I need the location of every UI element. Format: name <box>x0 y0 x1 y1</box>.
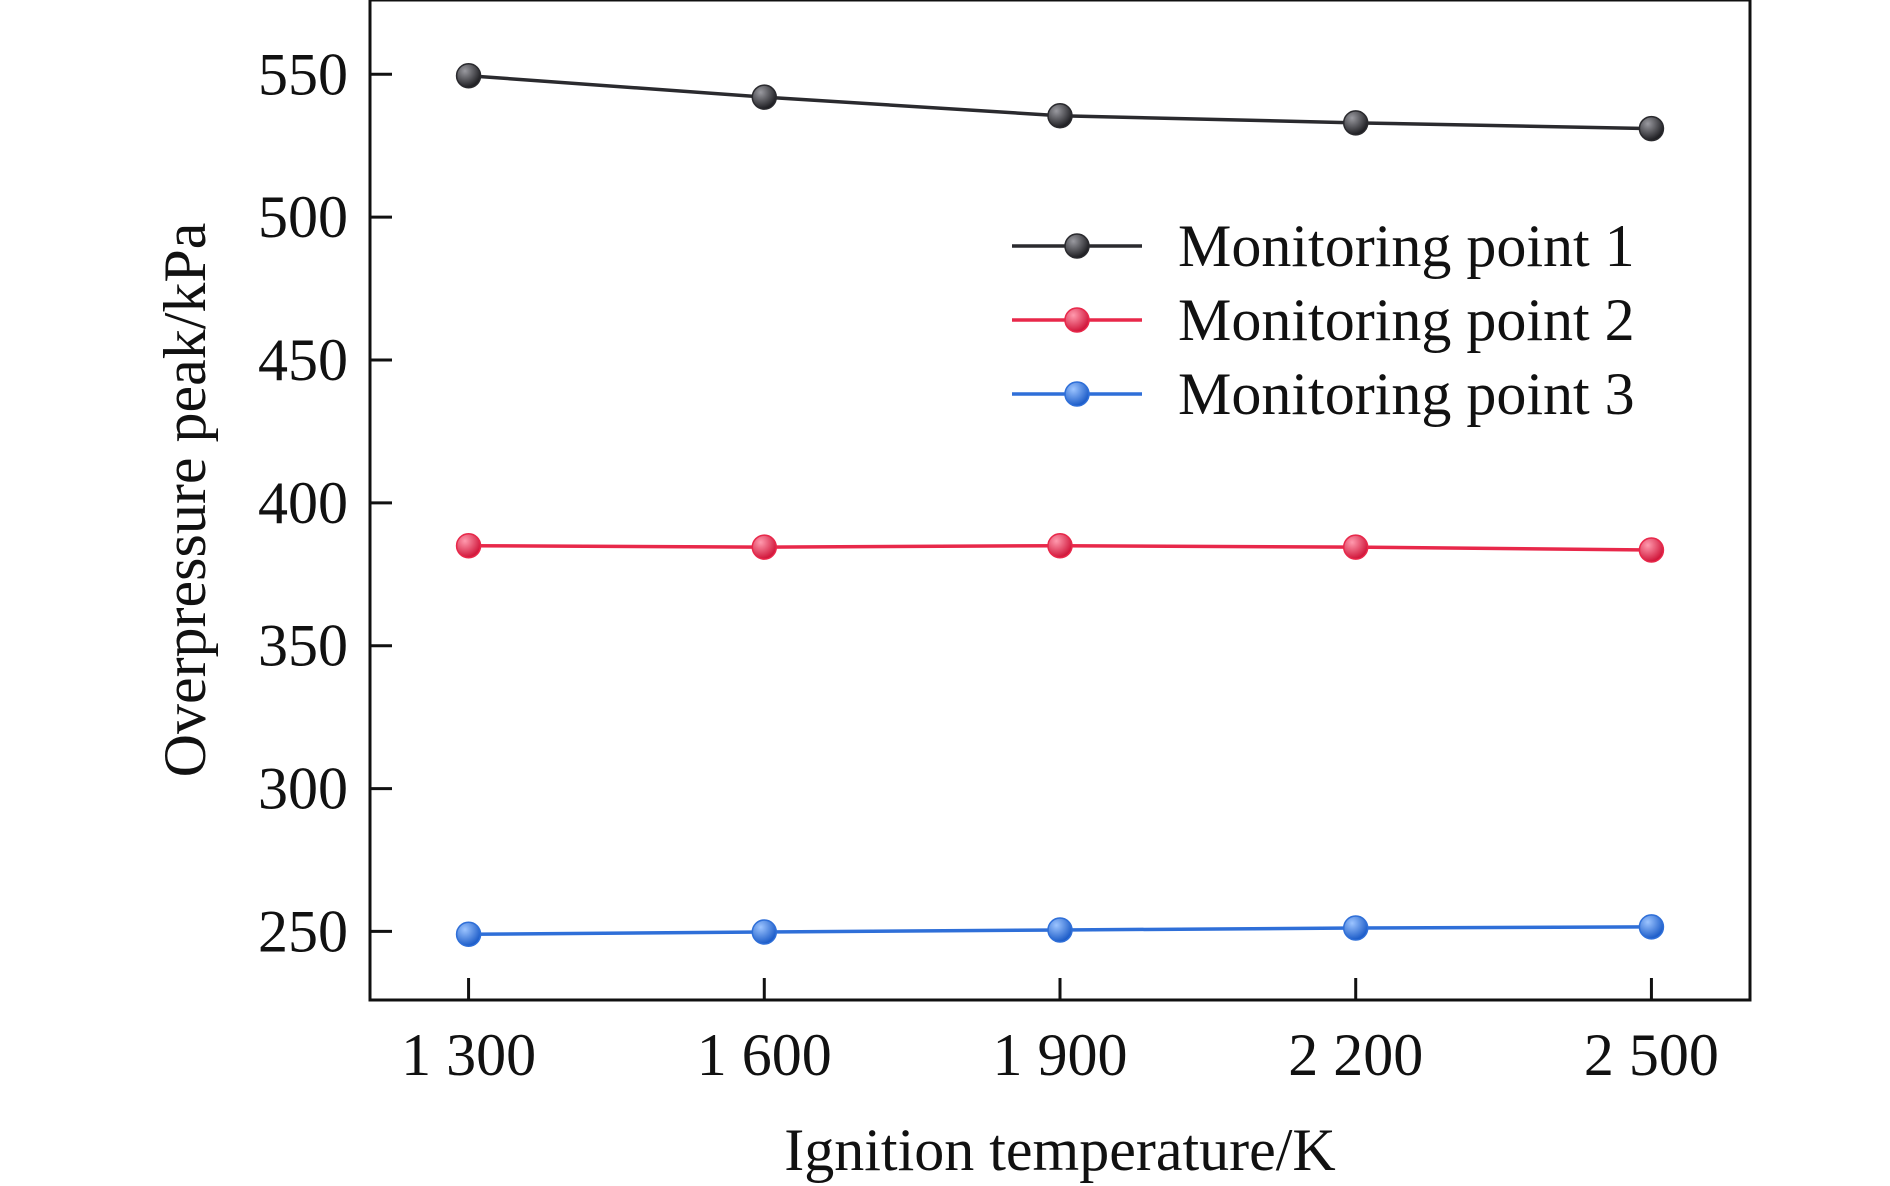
series-1 <box>455 62 1665 142</box>
data-point <box>1342 915 1369 941</box>
data-point <box>1342 534 1369 560</box>
data-point <box>1047 917 1073 943</box>
x-tick-label: 1 300 <box>401 1022 536 1088</box>
y-tick-label: 450 <box>258 327 348 393</box>
series-2 <box>455 532 1665 563</box>
x-tick-label: 1 600 <box>697 1022 832 1088</box>
data-point <box>1638 537 1665 563</box>
legend-label: Monitoring point 1 <box>1178 213 1635 279</box>
y-tick-label: 350 <box>258 613 348 679</box>
data-point <box>455 62 482 89</box>
data-point <box>751 534 778 560</box>
data-point <box>1342 110 1369 136</box>
series-layer <box>455 62 1665 948</box>
y-tick-label: 500 <box>258 184 348 250</box>
data-point <box>751 84 778 110</box>
y-tick-label: 400 <box>258 470 348 536</box>
y-tick-label: 550 <box>258 41 348 107</box>
x-tick-label: 1 900 <box>993 1022 1128 1088</box>
data-point <box>455 921 482 948</box>
x-axis-ticks: 1 300 1 600 1 900 2 200 2 500 <box>401 978 1719 1088</box>
legend: Monitoring point 1 Monitoring point 2 Moni… <box>1012 213 1635 427</box>
y-tick-label: 300 <box>258 756 348 822</box>
legend-item-1: Monitoring point 1 <box>1012 213 1635 279</box>
legend-label: Monitoring point 2 <box>1178 287 1635 353</box>
x-tick-label: 2 200 <box>1288 1022 1423 1088</box>
data-point <box>1638 115 1665 142</box>
legend-marker <box>1064 233 1090 259</box>
legend-label: Monitoring point 3 <box>1178 361 1635 427</box>
plot-frame <box>368 0 1752 1002</box>
legend-marker <box>1064 307 1090 333</box>
y-tick-label: 250 <box>258 898 348 964</box>
data-point <box>1047 102 1073 129</box>
data-point <box>751 919 778 945</box>
data-point <box>455 532 482 559</box>
x-tick-label: 2 500 <box>1584 1022 1719 1088</box>
legend-item-2: Monitoring point 2 <box>1012 287 1635 353</box>
data-point <box>1638 914 1665 940</box>
y-axis-ticks: 250 300 350 400 450 500 550 <box>258 41 392 964</box>
series-3 <box>455 914 1665 948</box>
y-axis-label: Overpressure peak/kPa <box>152 223 218 778</box>
data-point <box>1047 532 1073 559</box>
x-axis-label: Ignition temperature/K <box>784 1117 1335 1183</box>
legend-item-3: Monitoring point 3 <box>1012 361 1635 427</box>
legend-marker <box>1064 381 1090 407</box>
